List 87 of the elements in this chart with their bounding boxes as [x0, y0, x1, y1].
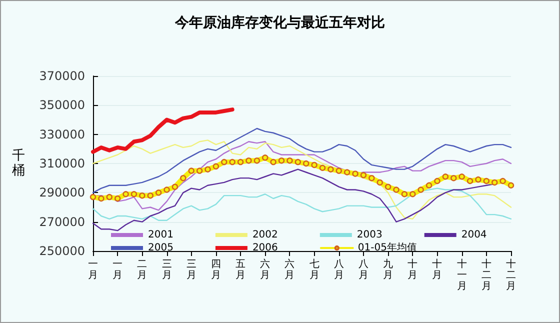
point	[147, 192, 154, 199]
point	[450, 174, 457, 182]
point	[188, 168, 194, 174]
point	[344, 169, 350, 176]
point	[270, 158, 276, 166]
point	[106, 194, 112, 200]
point	[164, 186, 170, 193]
point	[278, 157, 285, 164]
x-tick-label: 一月	[112, 259, 123, 281]
x-tick-label: 十一月	[456, 258, 467, 292]
point	[212, 163, 220, 170]
legend-label: 2002	[252, 230, 278, 240]
point	[508, 182, 514, 188]
x-tick-label: 八月	[358, 259, 368, 281]
x-tick-label: 八月	[334, 259, 344, 281]
x-tick-label: 一月	[88, 259, 98, 281]
y-tick-label: 310000	[39, 156, 85, 170]
point	[426, 182, 432, 188]
point	[246, 157, 252, 164]
point	[500, 178, 506, 184]
x-tick-label: 十月	[408, 258, 418, 281]
point	[360, 172, 367, 178]
x-tick-label: 三月	[162, 259, 172, 281]
point	[130, 191, 138, 198]
point	[311, 162, 318, 168]
point	[434, 178, 440, 184]
point	[172, 184, 178, 190]
point	[352, 170, 358, 177]
point	[466, 178, 474, 184]
legend-label: 2004	[461, 230, 487, 240]
point	[410, 191, 416, 198]
point	[458, 174, 465, 180]
point	[336, 168, 342, 174]
point	[229, 158, 236, 166]
legend-label: 2003	[356, 230, 382, 240]
point	[204, 166, 211, 172]
y-tick-label: 270000	[39, 214, 85, 229]
x-tick-label: 十二月	[506, 258, 516, 292]
point	[221, 158, 228, 166]
point	[492, 179, 498, 186]
point	[180, 174, 186, 182]
chart-title: 今年原油库存变化与最近五年对比	[174, 14, 385, 31]
point	[139, 192, 146, 199]
point	[384, 184, 392, 190]
point	[122, 191, 129, 198]
legend-label: 2006	[252, 242, 278, 254]
point	[376, 179, 383, 186]
point	[237, 158, 244, 166]
x-tick-label: 七月	[309, 258, 320, 281]
point	[254, 157, 260, 164]
point	[475, 176, 482, 183]
point	[368, 174, 375, 182]
point	[286, 157, 293, 164]
x-tick-label: 十二月	[481, 258, 492, 292]
point	[98, 195, 104, 202]
x-tick-label: 九月	[383, 258, 394, 281]
y-tick-label: 350000	[39, 98, 85, 112]
point	[303, 160, 310, 167]
x-tick-label: 十月	[432, 258, 442, 281]
point	[401, 191, 408, 198]
line-series	[92, 188, 512, 221]
point	[155, 190, 162, 196]
point	[294, 158, 301, 166]
x-tick-label: 六月	[284, 258, 295, 281]
point	[262, 154, 268, 161]
y-tick-label: 330000	[39, 127, 85, 142]
y-tick-label: 370000	[39, 69, 85, 83]
point	[90, 194, 96, 200]
y-tick-label: 290000	[39, 186, 85, 200]
point	[483, 178, 490, 184]
point	[328, 166, 334, 172]
legend-label: 2005	[148, 242, 174, 254]
point	[393, 186, 400, 193]
x-tick-label: 三月	[186, 259, 196, 281]
y-axis-title: 千桶	[12, 148, 25, 178]
x-tick-label: 四月	[210, 259, 221, 281]
x-tick-label: 六月	[260, 258, 270, 281]
x-tick-label: 五月	[236, 259, 246, 281]
legend-label: 2001	[148, 230, 174, 240]
point	[196, 168, 203, 174]
point	[418, 186, 424, 193]
y-tick-label: 250000	[39, 244, 85, 258]
line-series	[91, 108, 234, 154]
point	[319, 164, 326, 171]
x-tick-label: 二月	[137, 259, 148, 281]
point	[114, 195, 121, 202]
point	[442, 174, 449, 180]
